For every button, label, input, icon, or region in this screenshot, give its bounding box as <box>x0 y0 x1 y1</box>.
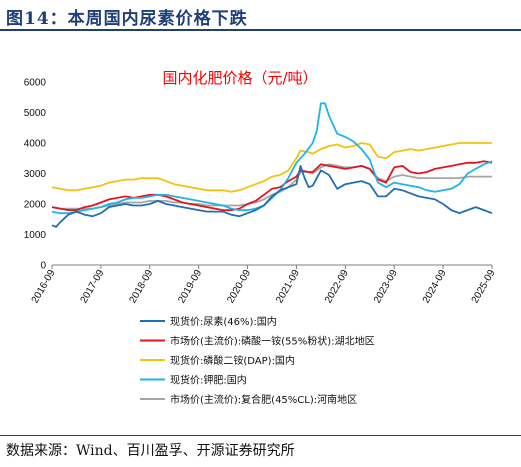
x-tick-label: 2022-09 <box>323 268 351 306</box>
series-line-1 <box>51 165 493 228</box>
series-line-2 <box>51 160 493 211</box>
figure-title: 图14：本周国内尿素价格下跌 <box>6 9 248 29</box>
y-tick-label: 3000 <box>24 169 47 180</box>
series-line-3 <box>51 142 492 193</box>
x-tick-label: 2020-09 <box>225 268 253 306</box>
x-tick-label: 2024-09 <box>421 268 449 306</box>
y-tick-label: 6000 <box>24 78 47 89</box>
y-tick-label: 0 <box>40 261 46 272</box>
legend-label: 现货价:尿素(46%):国内 <box>170 315 277 328</box>
legend-label: 市场价(主流价):复合肥(45%CL):河南地区 <box>170 393 357 406</box>
x-tick-label: 2023-09 <box>372 268 400 306</box>
chart-title: 国内化肥价格（元/吨） <box>162 69 317 87</box>
x-axis: 2016-09 2017-09 2018-09 2019-09 2020-09 2021-… <box>30 264 498 306</box>
series-lines <box>51 102 493 228</box>
x-tick-label: 2016-09 <box>30 268 58 306</box>
title-divider <box>0 29 521 31</box>
y-tick-label: 4000 <box>24 139 47 150</box>
legend-label: 市场价(主流价):磷酸一铵(55%粉状):湖北地区 <box>170 335 375 348</box>
x-tick-label: 2018-09 <box>127 268 155 306</box>
x-tick-label: 2019-09 <box>176 268 204 306</box>
legend-label: 现货价:钾肥:国内 <box>170 374 247 387</box>
chart-canvas: 国内化肥价格（元/吨） 0 1000 2000 3000 4000 5000 6000 20… <box>24 69 498 406</box>
y-axis: 0 1000 2000 3000 4000 5000 6000 <box>24 78 47 272</box>
x-tick-label: 2021-09 <box>274 268 302 306</box>
legend-label: 现货价:磷酸二铵(DAP):国内 <box>170 354 295 367</box>
x-tick-label: 2025-09 <box>470 268 498 306</box>
y-tick-label: 1000 <box>24 230 47 241</box>
source-divider <box>0 435 521 436</box>
source-note: 数据来源：Wind、百川盈孚、开源证券研究所 <box>6 443 295 459</box>
x-tick-label: 2017-09 <box>79 268 107 306</box>
y-tick-label: 5000 <box>24 108 47 119</box>
legend: 现货价:尿素(46%):国内市场价(主流价):磷酸一铵(55%粉状):湖北地区现… <box>140 315 375 406</box>
y-tick-label: 2000 <box>24 200 47 211</box>
